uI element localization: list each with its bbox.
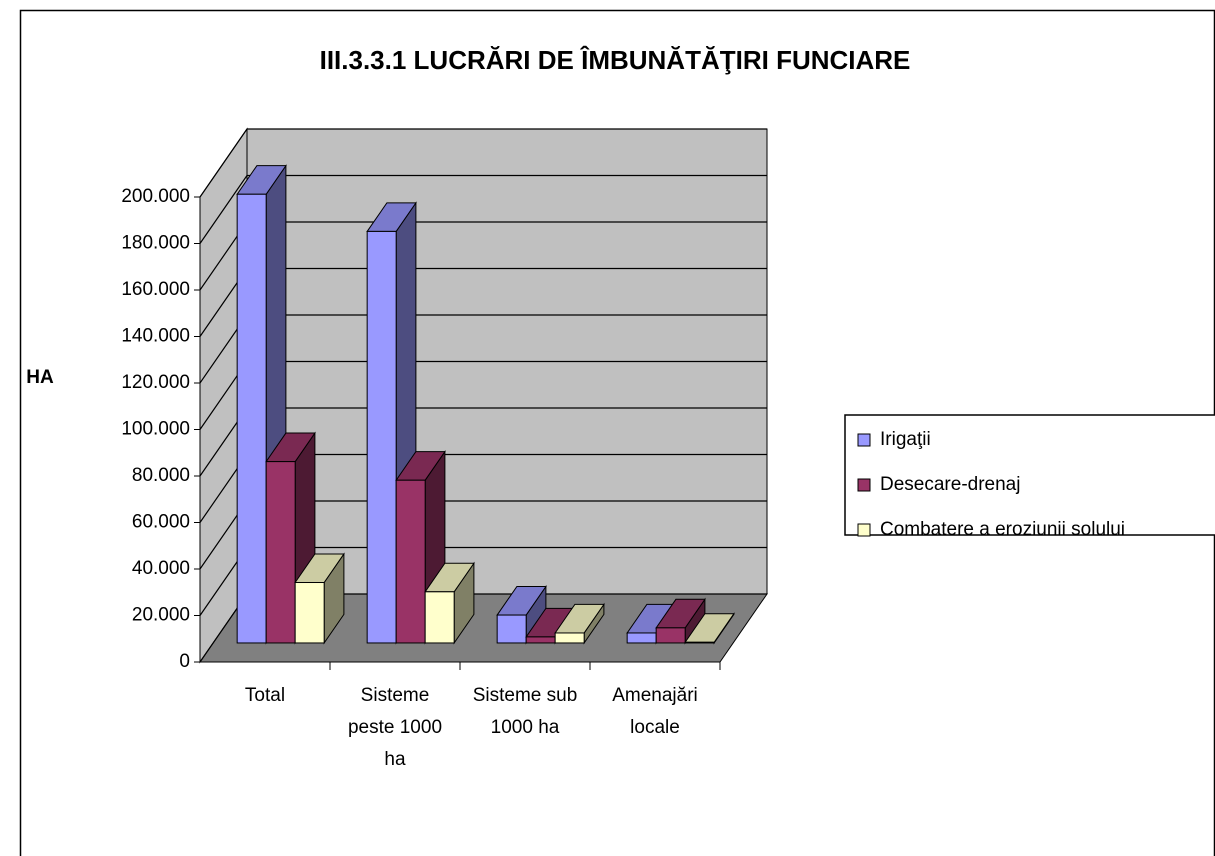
x-tick-label-box: Sisteme peste 1000 ha [347, 685, 443, 770]
bar-front [525, 636, 556, 644]
legend-swatch [857, 478, 871, 492]
x-tick-label: Amenajări locale [612, 685, 698, 738]
bar [554, 602, 605, 645]
bar [684, 612, 735, 645]
y-tick-label: 100.000 [121, 419, 190, 440]
bar-front [655, 627, 686, 644]
bar-front [366, 230, 397, 644]
bar-front [395, 479, 426, 644]
legend-label: Irigaţii [880, 429, 931, 450]
legend-label: Combatere a eroziunii solului [880, 519, 1125, 540]
bar [496, 584, 547, 645]
bar-front [496, 614, 527, 644]
x-tick-label: Total [244, 685, 286, 706]
grid-line [199, 128, 767, 198]
bar-front [265, 461, 296, 644]
bar-front [236, 193, 267, 644]
y-tick-label: 0 [179, 651, 190, 672]
bar [424, 561, 475, 645]
x-tick-label: Sisteme sub 1000 ha [472, 685, 578, 738]
bar-front [554, 632, 585, 644]
y-tick-label: 140.000 [121, 326, 190, 347]
bar [236, 164, 287, 645]
bar-front [684, 641, 715, 644]
y-tick-label: 80.000 [132, 465, 190, 486]
legend-box [844, 414, 1215, 536]
bar-front [294, 582, 325, 644]
y-tick-label: 180.000 [121, 233, 190, 254]
x-tick-label-box: Sisteme sub 1000 ha [472, 685, 578, 738]
bar [294, 552, 345, 645]
bar-front [424, 591, 455, 644]
legend-swatch [857, 433, 871, 447]
y-tick-label: 40.000 [132, 558, 190, 579]
bar-front [626, 632, 657, 644]
bar [655, 597, 706, 645]
y-tick-label: 20.000 [132, 605, 190, 626]
grid-line [199, 174, 767, 244]
x-tick-label-box: Amenajări locale [612, 685, 698, 738]
legend-label: Desecare-drenaj [880, 474, 1020, 495]
y-axis-label: HA [26, 367, 54, 388]
y-tick-label: 60.000 [132, 512, 190, 533]
x-tick-label-box: Total [244, 685, 286, 706]
y-tick-label: 120.000 [121, 372, 190, 393]
y-tick-label: 160.000 [121, 279, 190, 300]
legend-swatch [857, 523, 871, 537]
y-tick-label: 200.000 [121, 186, 190, 207]
x-tick-label: Sisteme peste 1000 ha [347, 685, 443, 770]
chart-title: III.3.3.1 LUCRĂRI DE ÎMBUNĂTĂŢIRI FUNCIA… [320, 45, 911, 75]
